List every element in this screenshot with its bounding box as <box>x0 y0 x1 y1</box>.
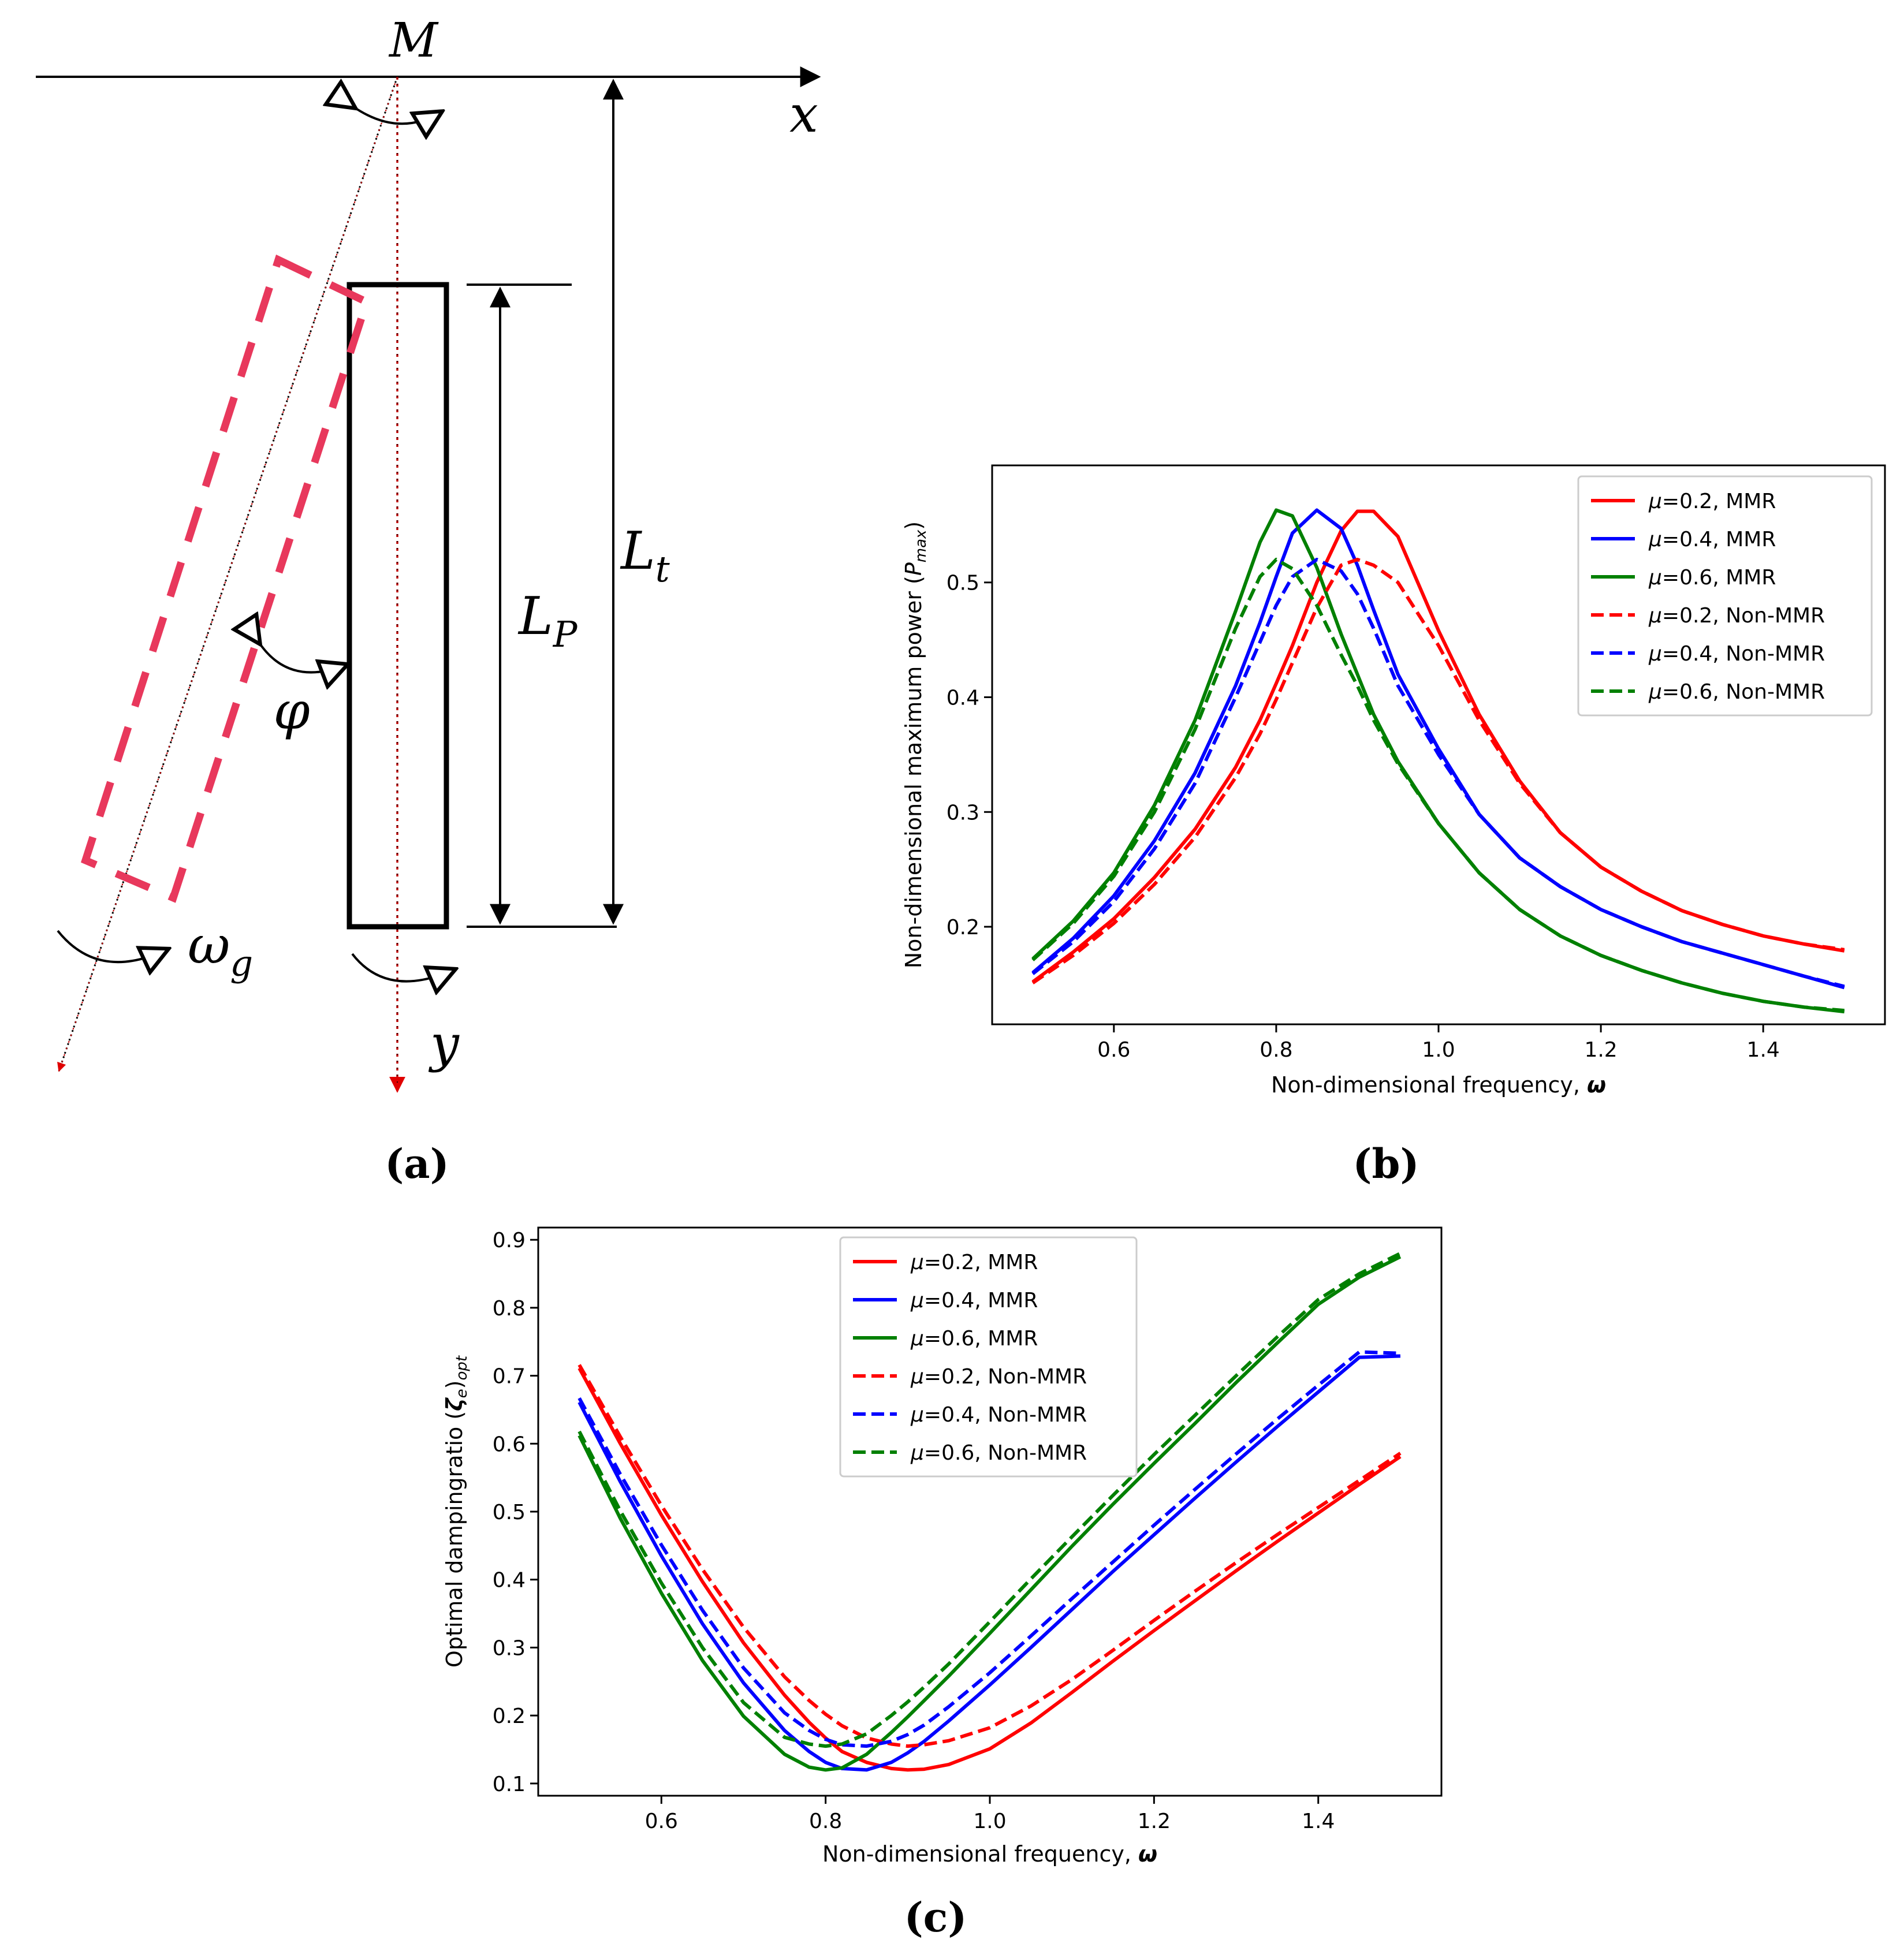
chart-c-series-3 <box>577 1255 1402 1772</box>
chart-b: 0.6 0.8 1.0 1.2 1.4 0.2 0.3 0.4 0.5 Non-dimensio… <box>901 464 1886 1188</box>
chart-c-ytick-label: 0.8 <box>493 1297 526 1321</box>
chart-b-xlabel: Non-dimensional frequency, ω <box>1271 1072 1606 1098</box>
chart-b-legend-label: μ=0.6, MMR <box>1648 566 1776 590</box>
chart-b-legend-label: μ=0.6, Non-MMR <box>1648 680 1825 704</box>
chart-c-xtick-label: 1.0 <box>973 1810 1006 1833</box>
chart-c-series-6 <box>577 1252 1402 1748</box>
pivot-rotation-arrow <box>353 107 440 124</box>
chart-c-legend-label: μ=0.6, Non-MMR <box>910 1441 1087 1465</box>
chart-b-xtick-label: 0.6 <box>1097 1038 1130 1062</box>
chart-b-xtick-label: 0.8 <box>1260 1038 1292 1062</box>
chart-b-ytick-label: 0.2 <box>947 916 979 939</box>
chart-c-ytick-label: 0.3 <box>493 1636 526 1660</box>
chart-c-ytick-label: 0.5 <box>493 1501 526 1524</box>
chart-c-legend-label: μ=0.2, MMR <box>910 1251 1038 1274</box>
chart-b-ytick-label: 0.4 <box>947 687 979 710</box>
label-Lp: LP <box>517 586 578 655</box>
chart-c-series-2 <box>577 1354 1400 1772</box>
chart-c: 0.6 0.8 1.0 1.2 1.4 0.1 0.2 0.3 0.4 0.5 0.6 0.7 0.8 0… <box>442 1226 1443 1941</box>
panel-label-a: (a) <box>385 1140 449 1188</box>
label-y: y <box>428 1014 460 1073</box>
chart-c-ytick-label: 0.4 <box>493 1569 526 1592</box>
chart-b-series-5 <box>1031 558 1845 989</box>
chart-c-ytick-label: 0.7 <box>493 1365 526 1389</box>
chart-b-xtick-label: 1.4 <box>1747 1038 1780 1062</box>
chart-c-legend-label: μ=0.4, MMR <box>910 1289 1038 1312</box>
chart-c-series-1 <box>577 1367 1402 1772</box>
chart-c-series-5 <box>577 1350 1401 1748</box>
label-M: M <box>388 13 439 68</box>
chart-c-legend-label: μ=0.4, Non-MMR <box>910 1403 1087 1427</box>
chart-b-ylabel: Non-dimensional maximum power (Pmax) <box>901 521 930 969</box>
omega-g-arrow <box>57 930 166 962</box>
chart-c-ytick-label: 0.1 <box>493 1773 526 1796</box>
diagram-panel: M x y LP Lt φ ωg (a) <box>36 13 821 1188</box>
chart-b-ytick-label: 0.3 <box>947 801 979 825</box>
chart-b-ytick-label: 0.5 <box>947 572 979 595</box>
label-omega-g: ωg <box>188 915 253 984</box>
chart-b-xtick-label: 1.0 <box>1422 1038 1455 1062</box>
chart-b-legend: μ=0.2, MMR μ=0.4, MMR μ=0.6, MMR μ=0.2, Non… <box>1577 475 1873 717</box>
chart-c-xtick-label: 1.2 <box>1138 1810 1171 1833</box>
pendulum-rectangle <box>346 282 449 930</box>
tilted-pendulum-rectangle <box>81 254 371 903</box>
chart-c-xtick-label: 0.8 <box>809 1810 842 1833</box>
chart-b-legend-label: μ=0.4, Non-MMR <box>1648 642 1825 666</box>
chart-b-series-3 <box>1031 508 1845 1014</box>
label-Lt: Lt <box>620 521 670 590</box>
chart-b-legend-label: μ=0.2, Non-MMR <box>1648 604 1825 628</box>
panel-label-b: (b) <box>1352 1140 1419 1188</box>
chart-b-series-4 <box>1031 558 1845 984</box>
bottom-rotation-arrow <box>351 953 453 982</box>
phi-angle-arrow <box>259 642 345 672</box>
chart-b-legend-label: μ=0.4, MMR <box>1648 528 1776 551</box>
chart-c-ytick-label: 0.6 <box>493 1433 526 1456</box>
panel-label-c: (c) <box>904 1893 967 1941</box>
label-x: x <box>789 84 818 144</box>
chart-c-ytick-label: 0.2 <box>493 1704 526 1728</box>
chart-c-xtick-label: 1.4 <box>1302 1810 1335 1833</box>
chart-c-ylabel: Optimal dampingratio (ζe)opt <box>442 1355 471 1668</box>
chart-b-series-6 <box>1031 558 1845 1013</box>
chart-b-legend-label: μ=0.2, MMR <box>1648 490 1776 513</box>
chart-c-legend-label: μ=0.2, Non-MMR <box>910 1365 1087 1389</box>
chart-c-xlabel: Non-dimensional frequency, ω <box>822 1841 1157 1867</box>
chart-c-legend-label: μ=0.6, MMR <box>910 1327 1038 1351</box>
chart-c-xtick-label: 0.6 <box>645 1810 678 1833</box>
chart-c-legend: μ=0.2, MMR μ=0.4, MMR μ=0.6, MMR μ=0.2, Non… <box>839 1236 1138 1478</box>
chart-b-xtick-label: 1.2 <box>1584 1038 1617 1062</box>
chart-c-ytick-label: 0.9 <box>493 1229 526 1252</box>
label-phi: φ <box>273 681 310 741</box>
